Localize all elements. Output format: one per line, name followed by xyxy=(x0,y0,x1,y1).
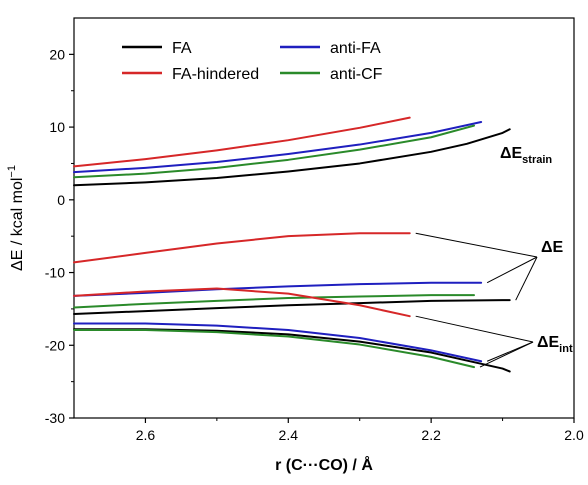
axes-group: 2.6 2.4 2.2 2.0 -30 -20 -10 0 10 20 r (C···CO) / Å… xyxy=(6,17,584,474)
legend-label: anti-CF xyxy=(330,66,383,83)
series-layer xyxy=(73,116,511,373)
y-tick-label: 10 xyxy=(49,119,65,135)
y-axis-title-exponent: −1 xyxy=(6,165,18,178)
legend-label: FA-hindered xyxy=(172,66,259,83)
leader-int-1 xyxy=(415,315,534,343)
x-tick-label: 2.2 xyxy=(421,427,441,443)
annotation-interaction-subscript: int xyxy=(559,343,573,355)
series-line-interaction-fa xyxy=(73,328,511,373)
series-line-strain-anti-cf xyxy=(73,124,475,179)
legend: FA FA-hindered anti-FA anti-CF xyxy=(122,40,383,83)
y-tick-label: -20 xyxy=(45,337,65,353)
annotation-interaction: ΔEint xyxy=(537,334,573,355)
series-line-interaction-anti-cf xyxy=(73,329,475,369)
annotation-total: ΔE xyxy=(541,239,564,256)
x-axis-title: r (C···CO) / Å xyxy=(275,455,373,474)
leader-total-2 xyxy=(486,256,538,284)
series-line-interaction-fa-hindered xyxy=(73,287,411,318)
x-tick-label: 2.6 xyxy=(136,427,156,443)
annotation-interaction-base: ΔE xyxy=(537,334,560,351)
plot-frame xyxy=(73,17,575,419)
annotation-strain: ΔEstrain xyxy=(500,145,552,166)
series-line-interaction-anti-fa xyxy=(73,322,483,363)
x-tick-label: 2.0 xyxy=(564,427,584,443)
series-line-strain-fa xyxy=(73,128,511,187)
leader-total-3 xyxy=(515,256,538,301)
leader-total-1 xyxy=(415,232,538,258)
series-line-total-anti-fa xyxy=(73,281,483,297)
annotation-strain-base: ΔE xyxy=(500,145,523,162)
series-line-total-fa-hindered xyxy=(73,232,411,264)
annotation-strain-subscript: strain xyxy=(522,154,552,166)
series-line-total-fa xyxy=(73,299,511,315)
y-tick-label: 0 xyxy=(57,192,65,208)
y-tick-label: -30 xyxy=(45,410,65,426)
series-line-strain-fa-hindered xyxy=(73,116,411,168)
leader-int-3 xyxy=(479,341,534,368)
y-tick-label: -10 xyxy=(45,265,65,281)
legend-label: anti-FA xyxy=(330,40,381,57)
legend-label: FA xyxy=(172,40,192,57)
x-tick-label: 2.4 xyxy=(279,427,299,443)
series-line-total-anti-cf xyxy=(73,294,475,309)
series-line-strain-anti-fa xyxy=(73,121,483,174)
annotation-total-base: ΔE xyxy=(541,239,564,256)
y-axis-title: ΔE / kcal mol−1 xyxy=(6,165,26,271)
y-tick-label: 20 xyxy=(49,46,65,62)
